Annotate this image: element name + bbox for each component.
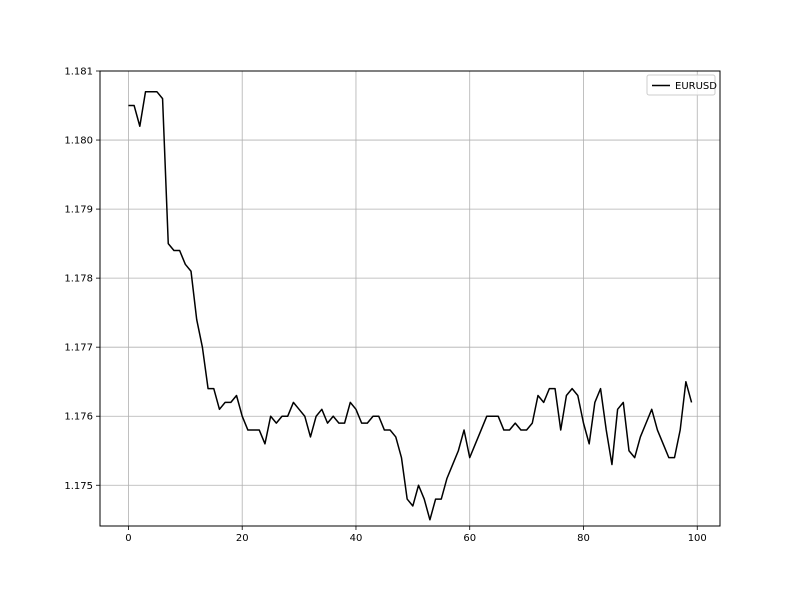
x-tick-label: 20: [236, 533, 249, 544]
y-tick-label: 1.175: [64, 481, 93, 492]
y-axis: 1.175 1.176 1.177 1.178 1.179 1.180 1.181: [64, 67, 100, 492]
plot-frame: [99, 70, 721, 527]
legend-label: EURUSD: [675, 81, 717, 92]
y-tick-label: 1.180: [64, 136, 93, 147]
series-layer: [128, 90, 693, 521]
y-tick-label: 1.178: [64, 274, 93, 285]
x-tick-label: 80: [577, 533, 590, 544]
legend: EURUSD: [646, 74, 717, 96]
series-line-eurusd: [128, 90, 693, 521]
y-tick-label: 1.177: [64, 343, 93, 354]
plot-area: [100, 71, 720, 526]
grid: [100, 70, 720, 526]
legend-box: [646, 74, 716, 96]
y-tick-label: 1.176: [64, 412, 93, 423]
x-axis: 0 20 40 60 80 100: [125, 526, 707, 544]
x-tick-label: 60: [463, 533, 476, 544]
x-tick-label: 40: [350, 533, 363, 544]
y-tick-label: 1.181: [64, 67, 93, 78]
x-tick-label: 0: [125, 533, 131, 544]
y-tick-label: 1.179: [64, 205, 93, 216]
x-tick-label: 100: [688, 533, 707, 544]
